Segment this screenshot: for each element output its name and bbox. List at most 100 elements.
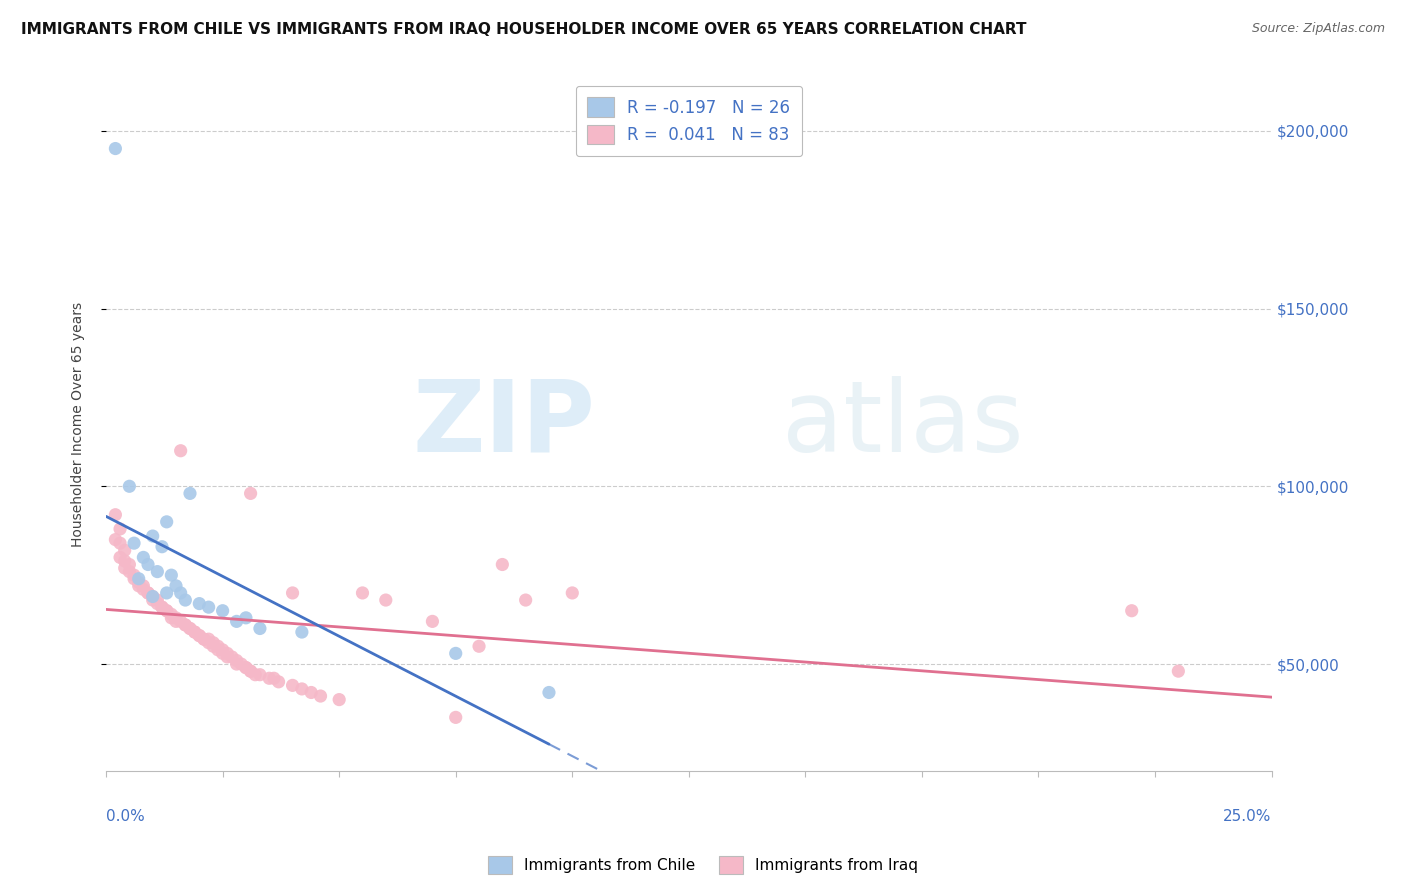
Point <box>104 533 127 547</box>
Point <box>136 558 159 572</box>
Point <box>193 632 215 647</box>
Point <box>114 543 136 558</box>
Point <box>150 600 173 615</box>
Point <box>263 671 285 685</box>
Point <box>104 142 127 156</box>
Point <box>1121 604 1143 618</box>
Point <box>118 558 141 572</box>
Point <box>104 508 127 522</box>
Point <box>249 667 271 681</box>
Point <box>225 653 247 667</box>
Point <box>160 607 183 622</box>
Point <box>132 579 155 593</box>
Text: IMMIGRANTS FROM CHILE VS IMMIGRANTS FROM IRAQ HOUSEHOLDER INCOME OVER 65 YEARS C: IMMIGRANTS FROM CHILE VS IMMIGRANTS FROM… <box>21 22 1026 37</box>
Point <box>197 600 219 615</box>
Point <box>444 646 467 660</box>
Point <box>235 611 257 625</box>
Point <box>239 664 262 678</box>
Point <box>352 586 374 600</box>
Point <box>156 604 179 618</box>
Point <box>422 615 444 629</box>
Point <box>211 646 233 660</box>
Point <box>217 646 239 660</box>
Point <box>122 572 145 586</box>
Y-axis label: Householder Income Over 65 years: Householder Income Over 65 years <box>72 301 86 547</box>
Point <box>146 597 169 611</box>
Point <box>207 643 229 657</box>
Point <box>188 629 211 643</box>
Point <box>211 604 233 618</box>
Point <box>128 572 150 586</box>
Point <box>122 568 145 582</box>
Point <box>174 618 197 632</box>
Point <box>128 575 150 590</box>
Point <box>239 664 262 678</box>
Point <box>179 622 201 636</box>
Point <box>444 710 467 724</box>
Text: 0.0%: 0.0% <box>105 809 145 824</box>
Point <box>515 593 537 607</box>
Point <box>281 678 304 692</box>
Point <box>299 685 322 699</box>
Point <box>291 625 314 640</box>
Point <box>197 632 219 647</box>
Text: ZIP: ZIP <box>413 376 596 473</box>
Point <box>136 586 159 600</box>
Point <box>142 593 165 607</box>
Point <box>146 593 169 607</box>
Point <box>114 554 136 568</box>
Point <box>150 600 173 615</box>
Point <box>142 590 165 604</box>
Point <box>202 640 225 654</box>
Point <box>156 586 179 600</box>
Point <box>132 582 155 597</box>
Point <box>174 618 197 632</box>
Point <box>183 625 205 640</box>
Point <box>374 593 396 607</box>
Point <box>291 681 314 696</box>
Point <box>174 593 197 607</box>
Point <box>146 565 169 579</box>
Point <box>165 615 187 629</box>
Point <box>128 579 150 593</box>
Point <box>183 625 205 640</box>
Point <box>188 597 211 611</box>
Point <box>197 636 219 650</box>
Point <box>235 660 257 674</box>
Point <box>249 622 271 636</box>
Point <box>108 536 131 550</box>
Point <box>108 522 131 536</box>
Point <box>257 671 280 685</box>
Point <box>267 674 290 689</box>
Text: 25.0%: 25.0% <box>1223 809 1271 824</box>
Point <box>118 565 141 579</box>
Point <box>156 515 179 529</box>
Point <box>108 550 131 565</box>
Point <box>165 611 187 625</box>
Point <box>309 689 332 703</box>
Point <box>160 611 183 625</box>
Point <box>179 486 201 500</box>
Point <box>491 558 513 572</box>
Point <box>561 586 583 600</box>
Point <box>207 640 229 654</box>
Point <box>142 529 165 543</box>
Point <box>169 615 191 629</box>
Point <box>217 649 239 664</box>
Point <box>468 640 491 654</box>
Point <box>156 604 179 618</box>
Point <box>193 632 215 647</box>
Point <box>132 550 155 565</box>
Point <box>179 622 201 636</box>
Point <box>169 586 191 600</box>
Point <box>235 660 257 674</box>
Text: atlas: atlas <box>782 376 1024 473</box>
Point <box>142 590 165 604</box>
Point <box>150 540 173 554</box>
Point <box>231 657 253 671</box>
Point <box>245 667 267 681</box>
Point <box>114 561 136 575</box>
Point <box>118 479 141 493</box>
Point <box>328 692 350 706</box>
Point <box>221 649 243 664</box>
